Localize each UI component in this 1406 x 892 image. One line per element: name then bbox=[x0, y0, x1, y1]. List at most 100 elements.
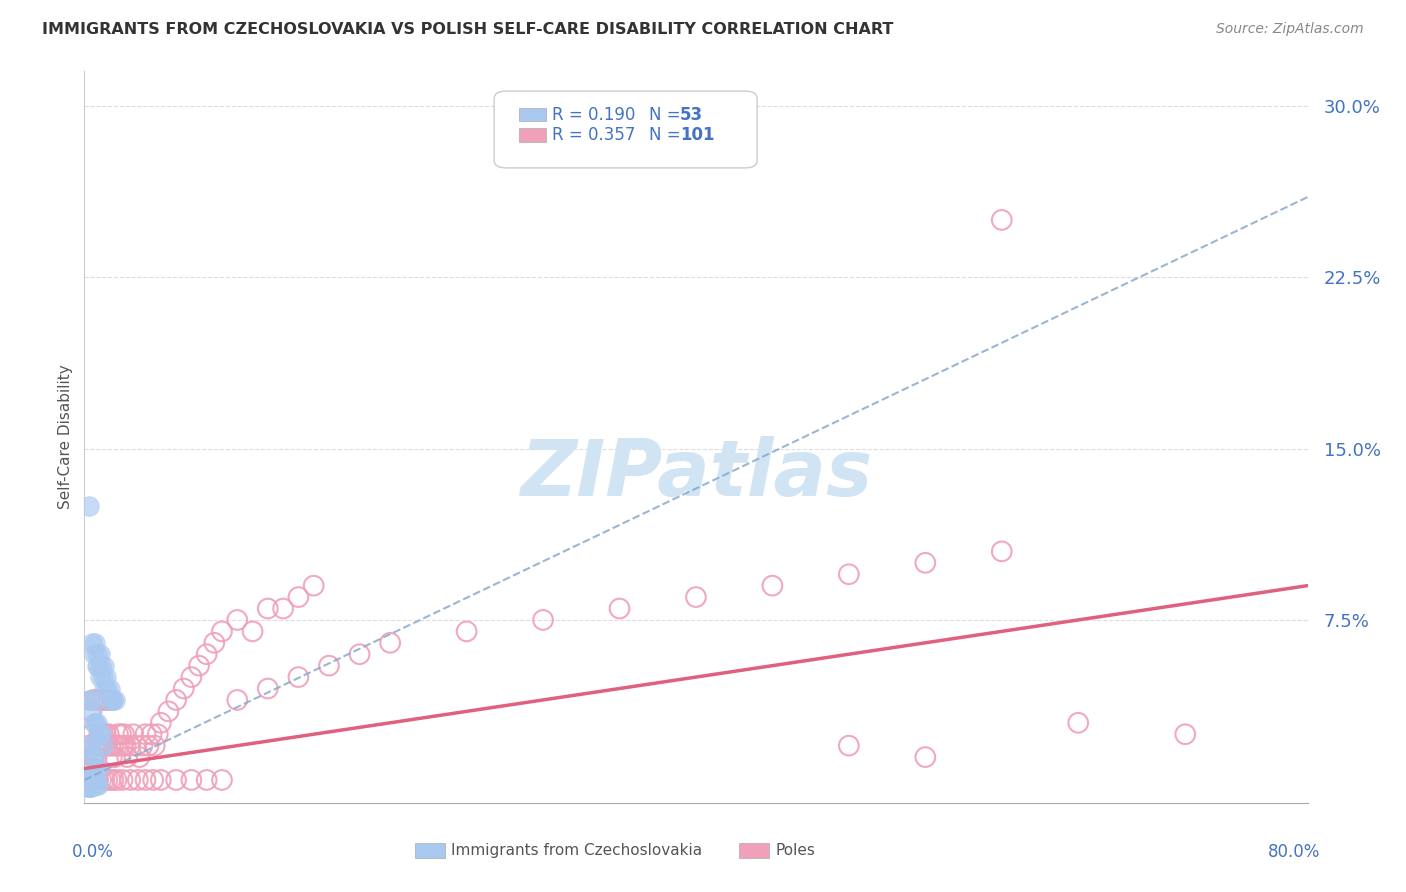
Point bbox=[80, 772, 103, 787]
Point bbox=[90, 727, 112, 741]
Point bbox=[83, 762, 105, 776]
Point bbox=[84, 762, 107, 776]
Point bbox=[87, 727, 110, 741]
Point bbox=[76, 772, 98, 787]
Point bbox=[87, 739, 110, 753]
Point bbox=[86, 750, 108, 764]
Point bbox=[173, 681, 195, 696]
Point bbox=[138, 739, 160, 753]
Point bbox=[80, 780, 103, 794]
Point bbox=[98, 739, 121, 753]
Point bbox=[115, 750, 138, 764]
Point bbox=[991, 544, 1014, 558]
Point bbox=[101, 750, 124, 764]
Point bbox=[93, 681, 115, 696]
Point bbox=[991, 213, 1014, 227]
Point bbox=[86, 658, 108, 673]
Point bbox=[77, 778, 100, 792]
Point bbox=[380, 636, 402, 650]
Point bbox=[101, 693, 124, 707]
Bar bbox=[415, 843, 446, 858]
Text: 53: 53 bbox=[681, 105, 703, 123]
Point bbox=[226, 613, 249, 627]
Point bbox=[195, 772, 218, 787]
Point bbox=[838, 567, 860, 582]
Text: 0.0%: 0.0% bbox=[72, 843, 114, 861]
Point bbox=[131, 739, 153, 753]
Point bbox=[87, 778, 110, 792]
Point bbox=[211, 772, 233, 787]
Point bbox=[120, 739, 142, 753]
Point bbox=[104, 693, 127, 707]
Point bbox=[94, 693, 117, 707]
Point bbox=[96, 739, 118, 753]
Point bbox=[685, 590, 707, 604]
Text: 101: 101 bbox=[681, 126, 714, 144]
Point bbox=[107, 727, 129, 741]
Point bbox=[83, 750, 105, 764]
Point bbox=[83, 693, 105, 707]
Point bbox=[125, 739, 148, 753]
Point bbox=[77, 780, 100, 794]
Point bbox=[94, 670, 117, 684]
Point bbox=[271, 601, 294, 615]
Point bbox=[127, 772, 149, 787]
Point bbox=[83, 715, 105, 730]
Point bbox=[91, 670, 114, 684]
Point bbox=[180, 772, 202, 787]
Point bbox=[77, 772, 100, 787]
Point bbox=[93, 739, 115, 753]
Point bbox=[188, 658, 211, 673]
Point bbox=[1174, 727, 1197, 741]
Text: R = 0.357: R = 0.357 bbox=[551, 126, 636, 144]
Point bbox=[914, 556, 936, 570]
Point bbox=[79, 778, 101, 792]
Point bbox=[195, 647, 218, 661]
Point bbox=[111, 772, 134, 787]
Point bbox=[97, 727, 120, 741]
Point bbox=[318, 658, 340, 673]
Point bbox=[142, 772, 165, 787]
Point bbox=[103, 739, 125, 753]
Point bbox=[456, 624, 478, 639]
Point bbox=[79, 739, 101, 753]
Point bbox=[114, 739, 136, 753]
Point bbox=[838, 739, 860, 753]
Bar bbox=[519, 108, 546, 121]
Point bbox=[84, 772, 107, 787]
Point bbox=[157, 705, 180, 719]
Point bbox=[104, 750, 127, 764]
Text: N =: N = bbox=[650, 126, 686, 144]
Point bbox=[111, 739, 134, 753]
Point bbox=[135, 727, 157, 741]
Text: N =: N = bbox=[650, 105, 686, 123]
Point bbox=[84, 715, 107, 730]
Point bbox=[98, 772, 121, 787]
Point bbox=[84, 636, 107, 650]
Point bbox=[122, 727, 145, 741]
Point bbox=[77, 762, 100, 776]
Point bbox=[149, 715, 172, 730]
Point bbox=[80, 772, 103, 787]
Point bbox=[1067, 715, 1090, 730]
Point bbox=[84, 739, 107, 753]
Point bbox=[90, 739, 112, 753]
Point bbox=[112, 727, 135, 741]
Point bbox=[93, 772, 115, 787]
Point bbox=[77, 772, 100, 787]
Point bbox=[79, 780, 101, 794]
Point bbox=[77, 499, 100, 513]
Point bbox=[80, 778, 103, 792]
Point bbox=[77, 739, 100, 753]
Point bbox=[97, 693, 120, 707]
Point bbox=[80, 636, 103, 650]
Point bbox=[165, 772, 187, 787]
Point bbox=[79, 693, 101, 707]
Point bbox=[87, 658, 110, 673]
Point bbox=[94, 727, 117, 741]
Point bbox=[914, 750, 936, 764]
Point bbox=[76, 780, 98, 794]
Point bbox=[91, 693, 114, 707]
Point bbox=[79, 762, 101, 776]
Text: R = 0.190: R = 0.190 bbox=[551, 105, 636, 123]
